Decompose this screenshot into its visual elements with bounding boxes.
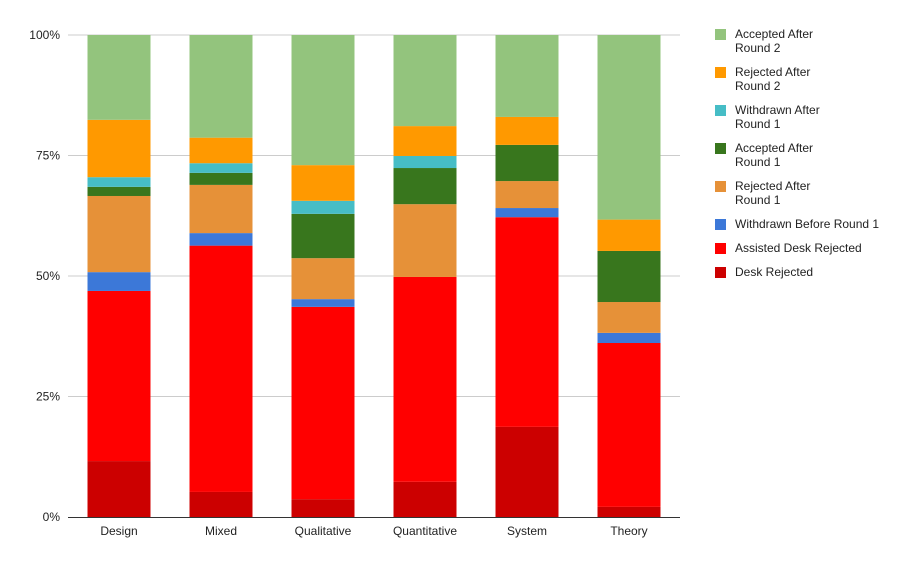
bar-segment	[291, 499, 355, 517]
legend-swatch	[715, 143, 726, 154]
legend-swatch	[715, 67, 726, 78]
bar-segment	[291, 35, 355, 166]
legend-label: Rejected After	[735, 179, 810, 193]
bar-segment	[87, 186, 151, 196]
x-tick-label: System	[507, 524, 547, 538]
bar-segment	[189, 184, 253, 234]
bar-segment	[393, 126, 457, 156]
legend-swatch	[715, 105, 726, 116]
legend-label: Accepted After	[735, 141, 813, 155]
x-tick-label: Design	[100, 524, 137, 538]
legend-swatch	[715, 29, 726, 40]
legend-label: Round 1	[735, 155, 781, 169]
legend-label: Withdrawn After	[735, 103, 820, 117]
bar-segment	[495, 208, 559, 218]
bar-segment	[393, 204, 457, 277]
bar-segment	[87, 290, 151, 462]
bar-segment	[291, 258, 355, 300]
legend-label: Withdrawn Before Round 1	[735, 217, 879, 231]
bar-segment	[495, 116, 559, 145]
x-tick-label: Qualitative	[295, 524, 352, 538]
legend-label: Rejected After	[735, 65, 810, 79]
legend-label: Round 2	[735, 41, 781, 55]
bar-segment	[597, 250, 661, 303]
bar-segment	[291, 200, 355, 214]
legend-label: Assisted Desk Rejected	[735, 241, 862, 255]
bar-segment	[189, 163, 253, 173]
bar-segment	[393, 276, 457, 482]
legend-swatch	[715, 267, 726, 278]
bar-segment	[495, 35, 559, 117]
legend-label: Accepted After	[735, 27, 813, 41]
bar-segment	[495, 181, 559, 209]
bar-segment	[393, 35, 457, 127]
legend-swatch	[715, 243, 726, 254]
bar-segment	[495, 144, 559, 182]
bar-segment	[597, 506, 661, 517]
legend-swatch	[715, 181, 726, 192]
bar-segment	[495, 217, 559, 427]
bar-segment	[189, 137, 253, 164]
bar-segment	[597, 35, 661, 220]
bar-segment	[495, 426, 559, 517]
bar-segment	[189, 491, 253, 517]
y-tick-label: 25%	[36, 390, 60, 404]
legend-label: Round 1	[735, 193, 781, 207]
bar-segment	[189, 245, 253, 492]
x-tick-label: Theory	[610, 524, 647, 538]
bar-segment	[87, 272, 151, 291]
bar-segment	[291, 213, 355, 259]
y-tick-label: 75%	[36, 149, 60, 163]
bar-segment	[87, 35, 151, 120]
y-tick-label: 0%	[43, 510, 61, 524]
bar-segment	[87, 195, 151, 273]
bar-segment	[189, 172, 253, 185]
bar-segment	[87, 177, 151, 187]
bar-segment	[597, 332, 661, 343]
bar-segment	[291, 306, 355, 500]
legend-label: Round 1	[735, 117, 781, 131]
bar-segment	[87, 461, 151, 517]
y-tick-label: 100%	[29, 28, 60, 42]
bar-segment	[291, 165, 355, 201]
legend-label: Round 2	[735, 79, 781, 93]
bar-segment	[393, 481, 457, 517]
bar-segment	[291, 299, 355, 307]
y-tick-label: 50%	[36, 269, 60, 283]
x-tick-label: Mixed	[205, 524, 237, 538]
bar-segment	[393, 155, 457, 169]
legend-swatch	[715, 219, 726, 230]
x-tick-label: Quantitative	[393, 524, 457, 538]
bar-segment	[87, 119, 151, 178]
bar-segment	[189, 233, 253, 246]
bar-segment	[597, 302, 661, 333]
bar-segment	[597, 219, 661, 251]
bar-segment	[597, 342, 661, 507]
bar-segment	[189, 35, 253, 138]
legend-label: Desk Rejected	[735, 265, 813, 279]
bar-segment	[393, 168, 457, 205]
